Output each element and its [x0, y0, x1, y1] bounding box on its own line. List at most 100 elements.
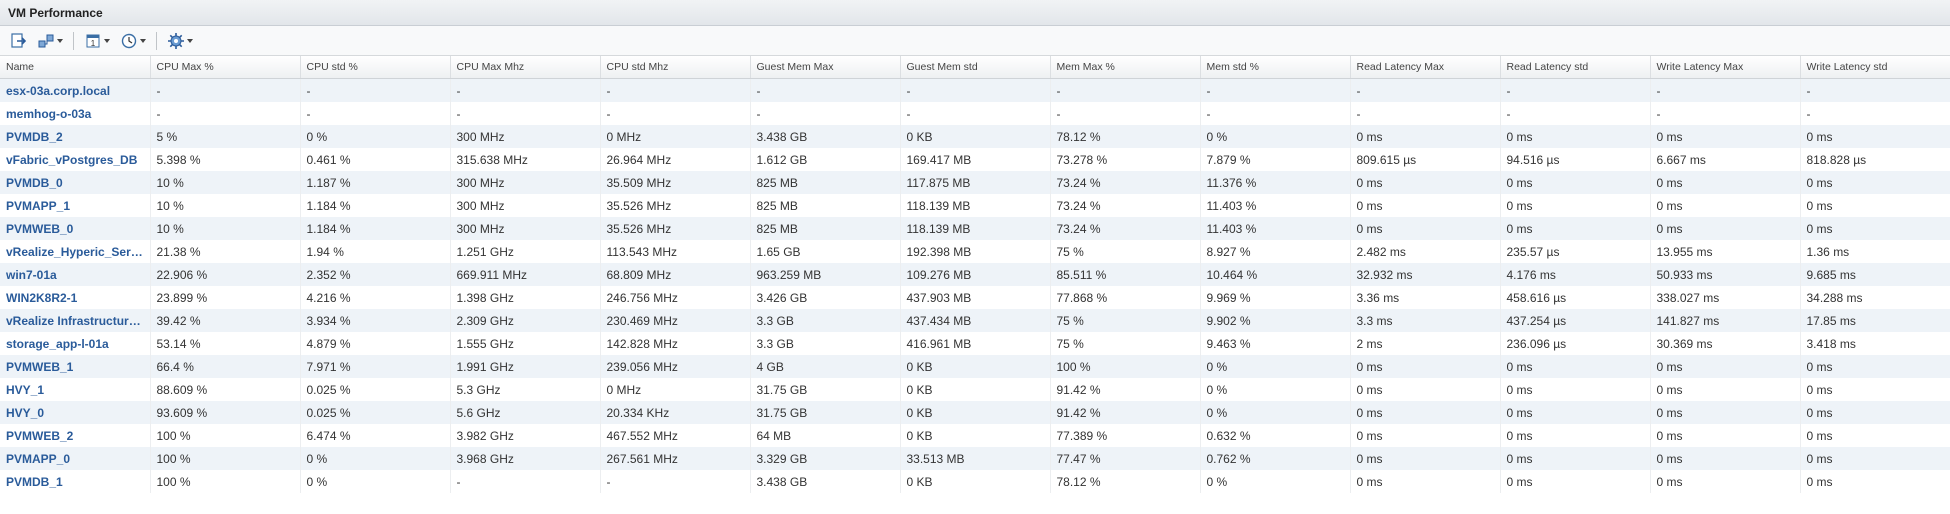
- table-cell: 0 ms: [1350, 125, 1501, 148]
- table-cell: 3.3 GB: [750, 332, 901, 355]
- vm-name-cell: memhog-o-03a: [0, 102, 151, 125]
- table-cell: 1.555 GHz: [450, 332, 601, 355]
- table-cell: 0 ms: [1500, 194, 1651, 217]
- table-cell: 113.543 MHz: [600, 240, 751, 263]
- column-header[interactable]: Guest Mem std: [900, 56, 1051, 79]
- calendar-menu-button[interactable]: 1: [81, 30, 113, 52]
- table-cell: 75 %: [1050, 309, 1201, 332]
- vm-name-link[interactable]: PVMDB_2: [6, 129, 63, 144]
- table-cell: 0 ms: [1350, 171, 1501, 194]
- table-cell: 0 KB: [900, 378, 1051, 401]
- table-cell: 93.609 %: [150, 401, 301, 424]
- table-row[interactable]: storage_app-l-01a 53.14 % 4.879 % 1.555 GHz…: [0, 332, 1950, 355]
- hierarchy-menu-button[interactable]: [34, 30, 66, 52]
- vm-name-link[interactable]: PVMAPP_0: [6, 451, 71, 466]
- column-header[interactable]: Write Latency std: [1800, 56, 1950, 79]
- table-cell: 100 %: [150, 424, 301, 447]
- table-row[interactable]: vFabric_vPostgres_DB 5.398 % 0.461 % 315.63…: [0, 148, 1950, 171]
- table-row[interactable]: HVY_1 88.609 % 0.025 % 5.3 GHz 0 MHz 31.75 GB…: [0, 378, 1950, 401]
- table-cell: 68.809 MHz: [600, 263, 751, 286]
- vm-name-link[interactable]: PVMWEB_1: [6, 359, 74, 374]
- table-cell: 0 ms: [1350, 378, 1501, 401]
- table-cell: 0 ms: [1500, 447, 1651, 470]
- column-header[interactable]: Name: [0, 56, 151, 79]
- table-cell: 4.216 %: [300, 286, 451, 309]
- table-row[interactable]: WIN2K8R2-1 23.899 % 4.216 % 1.398 GHz 246.75…: [0, 286, 1950, 309]
- table-cell: 94.516 µs: [1500, 148, 1651, 171]
- table-cell: 3.3 GB: [750, 309, 901, 332]
- table-cell: 100 %: [1050, 355, 1201, 378]
- vm-name-link[interactable]: vRealize_Hyperic_Server: [6, 244, 149, 259]
- table-cell: 0 ms: [1650, 194, 1801, 217]
- table-row[interactable]: memhog-o-03a - - - - - - - - - - - -: [0, 102, 1950, 125]
- table-row[interactable]: PVMAPP_1 10 % 1.184 % 300 MHz 35.526 MHz 825 …: [0, 194, 1950, 217]
- table-cell: 0 MHz: [600, 378, 751, 401]
- column-header[interactable]: Read Latency std: [1500, 56, 1651, 79]
- table-cell: 315.638 MHz: [450, 148, 601, 171]
- vm-name-cell: PVMWEB_1: [0, 355, 151, 378]
- table-row[interactable]: vRealize_Hyperic_Server 21.38 % 1.94 % 1.25…: [0, 240, 1950, 263]
- column-header[interactable]: Guest Mem Max: [750, 56, 901, 79]
- table-cell: 2.309 GHz: [450, 309, 601, 332]
- table-row[interactable]: PVMDB_2 5 % 0 % 300 MHz 0 MHz 3.438 GB 0 KB 78.…: [0, 125, 1950, 148]
- table-row[interactable]: vRealize Infrastructure Navigator39.42 %…: [0, 309, 1950, 332]
- vm-name-link[interactable]: PVMWEB_0: [6, 221, 74, 236]
- chevron-down-icon: [187, 38, 193, 43]
- table-cell: 0.762 %: [1200, 447, 1351, 470]
- vm-name-link[interactable]: win7-01a: [6, 267, 57, 282]
- table-row[interactable]: PVMWEB_0 10 % 1.184 % 300 MHz 35.526 MHz 825 …: [0, 217, 1950, 240]
- table-cell: 0 ms: [1350, 194, 1501, 217]
- table-cell: -: [1350, 78, 1501, 102]
- vm-name-link[interactable]: vFabric_vPostgres_DB: [6, 152, 138, 167]
- column-header[interactable]: Read Latency Max: [1350, 56, 1501, 79]
- table-cell: 5.3 GHz: [450, 378, 601, 401]
- vm-name-link[interactable]: HVY_0: [6, 405, 45, 420]
- table-cell: 73.24 %: [1050, 194, 1201, 217]
- table-row[interactable]: PVMAPP_0 100 % 0 % 3.968 GHz 267.561 MHz 3.32…: [0, 447, 1950, 470]
- column-header[interactable]: CPU std %: [300, 56, 451, 79]
- column-header[interactable]: Mem std %: [1200, 56, 1351, 79]
- table-cell: 118.139 MB: [900, 217, 1051, 240]
- table-row[interactable]: PVMWEB_2 100 % 6.474 % 3.982 GHz 467.552 MHz…: [0, 424, 1950, 447]
- table-cell: -: [750, 78, 901, 102]
- table-cell: 338.027 ms: [1650, 286, 1801, 309]
- table-cell: -: [900, 102, 1051, 125]
- vm-name-link[interactable]: storage_app-l-01a: [6, 336, 109, 351]
- table-row[interactable]: PVMDB_0 10 % 1.187 % 300 MHz 35.509 MHz 825 M…: [0, 171, 1950, 194]
- vm-name-link[interactable]: PVMDB_0: [6, 175, 63, 190]
- table-cell: -: [1200, 78, 1351, 102]
- column-header[interactable]: CPU std Mhz: [600, 56, 751, 79]
- column-header[interactable]: Write Latency Max: [1650, 56, 1801, 79]
- table-cell: 0 ms: [1650, 424, 1801, 447]
- table-cell: 9.685 ms: [1800, 263, 1950, 286]
- vm-name-link[interactable]: PVMWEB_2: [6, 428, 74, 443]
- table-row[interactable]: PVMWEB_1 66.4 % 7.971 % 1.991 GHz 239.056 MH…: [0, 355, 1950, 378]
- vm-name-link[interactable]: PVMAPP_1: [6, 198, 71, 213]
- table-cell: 4.176 ms: [1500, 263, 1651, 286]
- table-row[interactable]: HVY_0 93.609 % 0.025 % 5.6 GHz 20.334 KHz 31.…: [0, 401, 1950, 424]
- table-cell: 75 %: [1050, 332, 1201, 355]
- time-range-menu-button[interactable]: [117, 30, 149, 52]
- table-cell: -: [600, 78, 751, 102]
- table-row[interactable]: PVMDB_1 100 % 0 % - -3.438 GB 0 KB 78.12 % 0 % 0…: [0, 470, 1950, 493]
- column-header[interactable]: Mem Max %: [1050, 56, 1201, 79]
- table-cell: 300 MHz: [450, 125, 601, 148]
- table-cell: 0 ms: [1800, 171, 1950, 194]
- vm-name-link[interactable]: WIN2K8R2-1: [6, 290, 78, 305]
- table-row[interactable]: esx-03a.corp.local - - - - - - - - - - - -: [0, 78, 1950, 102]
- vm-name-link[interactable]: vRealize Infrastructure Navigator: [6, 313, 149, 328]
- table-cell: 23.899 %: [150, 286, 301, 309]
- table-cell: 192.398 MB: [900, 240, 1051, 263]
- table-cell: 2.352 %: [300, 263, 451, 286]
- settings-menu-button[interactable]: [164, 30, 196, 52]
- table-row[interactable]: win7-01a 22.906 % 2.352 % 669.911 MHz 68.809…: [0, 263, 1950, 286]
- table-cell: 39.42 %: [150, 309, 301, 332]
- column-header[interactable]: CPU Max Mhz: [450, 56, 601, 79]
- vm-name-link[interactable]: esx-03a.corp.local: [6, 83, 111, 98]
- export-button[interactable]: [6, 30, 30, 52]
- vm-name-link[interactable]: PVMDB_1: [6, 474, 63, 489]
- vm-name-link[interactable]: HVY_1: [6, 382, 45, 397]
- vm-name-link[interactable]: memhog-o-03a: [6, 106, 92, 121]
- column-header[interactable]: CPU Max %: [150, 56, 301, 79]
- table-cell: 0 ms: [1350, 401, 1501, 424]
